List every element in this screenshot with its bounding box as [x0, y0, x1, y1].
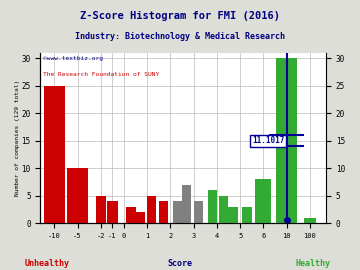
Bar: [304, 218, 316, 223]
Bar: [95, 195, 106, 223]
Bar: [173, 201, 182, 223]
Text: The Research Foundation of SUNY: The Research Foundation of SUNY: [43, 72, 159, 77]
Text: Industry: Biotechnology & Medical Research: Industry: Biotechnology & Medical Resear…: [75, 32, 285, 41]
Bar: [147, 195, 157, 223]
Bar: [159, 201, 168, 223]
Bar: [182, 185, 191, 223]
Bar: [219, 195, 229, 223]
Bar: [107, 201, 118, 223]
Bar: [194, 201, 203, 223]
Text: ©www.textbiz.org: ©www.textbiz.org: [43, 56, 103, 60]
Text: Z-Score Histogram for FMI (2016): Z-Score Histogram for FMI (2016): [80, 11, 280, 21]
Bar: [242, 207, 252, 223]
Text: Score: Score: [167, 259, 193, 268]
Bar: [126, 207, 136, 223]
Bar: [67, 168, 88, 223]
Bar: [255, 179, 271, 223]
Text: Healthy: Healthy: [296, 259, 331, 268]
Text: Unhealthy: Unhealthy: [24, 259, 69, 268]
Bar: [229, 207, 238, 223]
Bar: [44, 86, 65, 223]
Text: 11.1017: 11.1017: [252, 136, 284, 145]
Y-axis label: Number of companies (129 total): Number of companies (129 total): [15, 80, 20, 196]
Bar: [276, 58, 297, 223]
Bar: [136, 212, 145, 223]
Bar: [208, 190, 217, 223]
